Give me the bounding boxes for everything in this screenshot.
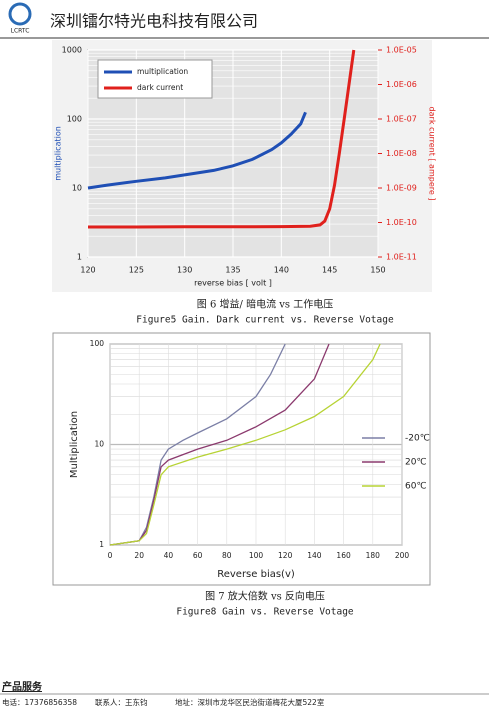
y-tick-label: 1000: [62, 46, 82, 55]
series-line: [87, 111, 307, 190]
y-tick-label: 1: [77, 253, 82, 262]
y2-tick-label: 1.0E-08: [386, 149, 417, 158]
y-tick-label: 1: [99, 540, 104, 549]
x-tick-label: 145: [322, 266, 337, 275]
x-tick-label: 40: [164, 551, 174, 560]
y-tick-label: 100: [67, 115, 82, 124]
x-tick-label: 180: [366, 551, 381, 560]
x-tick-label: 135: [225, 266, 240, 275]
x-tick-label: 125: [129, 266, 144, 275]
x-tick-label: 150: [370, 266, 385, 275]
x-axis-label: reverse bias [ volt ]: [194, 279, 272, 288]
x-tick-label: 200: [395, 551, 410, 560]
legend-box: [97, 59, 213, 99]
legend-label: 60℃: [405, 482, 427, 492]
footer-title: 产品服务: [2, 680, 43, 693]
legend-label: 20℃: [405, 458, 427, 468]
x-tick-label: 20: [134, 551, 144, 560]
caption-en: Figure5 Gain. Dark current vs. Reverse V…: [136, 315, 394, 326]
caption: 图 7 放大倍数 vs 反向电压: [205, 590, 325, 603]
legend-label: -20℃: [405, 434, 430, 444]
y2-tick-label: 1.0E-07: [386, 115, 417, 124]
y-tick-label: 10: [72, 184, 82, 193]
y-tick-label: 100: [90, 339, 105, 348]
y2-tick-label: 1.0E-09: [386, 184, 417, 193]
y2-tick-label: 1.0E-11: [386, 253, 417, 262]
x-tick-label: 160: [336, 551, 351, 560]
y-axis-label: Multiplication: [69, 411, 80, 478]
footer-phone: 电话：17376856358: [2, 697, 77, 707]
x-tick-label: 140: [307, 551, 322, 560]
y-axis-label: multiplication: [54, 126, 63, 181]
x-tick-label: 80: [222, 551, 232, 560]
y2-tick-label: 1.0E-06: [386, 80, 417, 89]
footer-contact: 联系人：王东钧: [95, 697, 148, 707]
footer-address: 地址：深圳市龙华区民治街道梅花大厦522室: [175, 697, 325, 707]
y2-axis-label: dark current [ ampere ]: [428, 107, 437, 201]
x-tick-label: 120: [80, 266, 95, 275]
legend-label: multiplication: [137, 67, 188, 76]
x-tick-label: 120: [278, 551, 293, 560]
series-line: [109, 343, 381, 546]
x-tick-label: 0: [108, 551, 113, 560]
y-tick-label: 10: [94, 440, 104, 449]
x-tick-label: 60: [193, 551, 203, 560]
legend-label: dark current: [137, 83, 183, 92]
company-name: 深圳镭尔特光电科技有限公司: [50, 12, 258, 31]
x-tick-label: 140: [274, 266, 289, 275]
x-tick-label: 100: [249, 551, 264, 560]
caption: 图 6 增益/ 暗电流 vs 工作电压: [197, 298, 333, 311]
logo-text: LCRTC: [11, 28, 30, 35]
caption-en: Figure8 Gain vs. Reverse Votage: [176, 607, 354, 618]
y2-tick-label: 1.0E-10: [386, 218, 417, 227]
y2-tick-label: 1.0E-05: [386, 46, 417, 55]
x-tick-label: 130: [177, 266, 192, 275]
x-axis-label: Reverse bias(v): [217, 569, 295, 580]
series-line: [88, 49, 356, 229]
logo-icon: [8, 2, 32, 26]
